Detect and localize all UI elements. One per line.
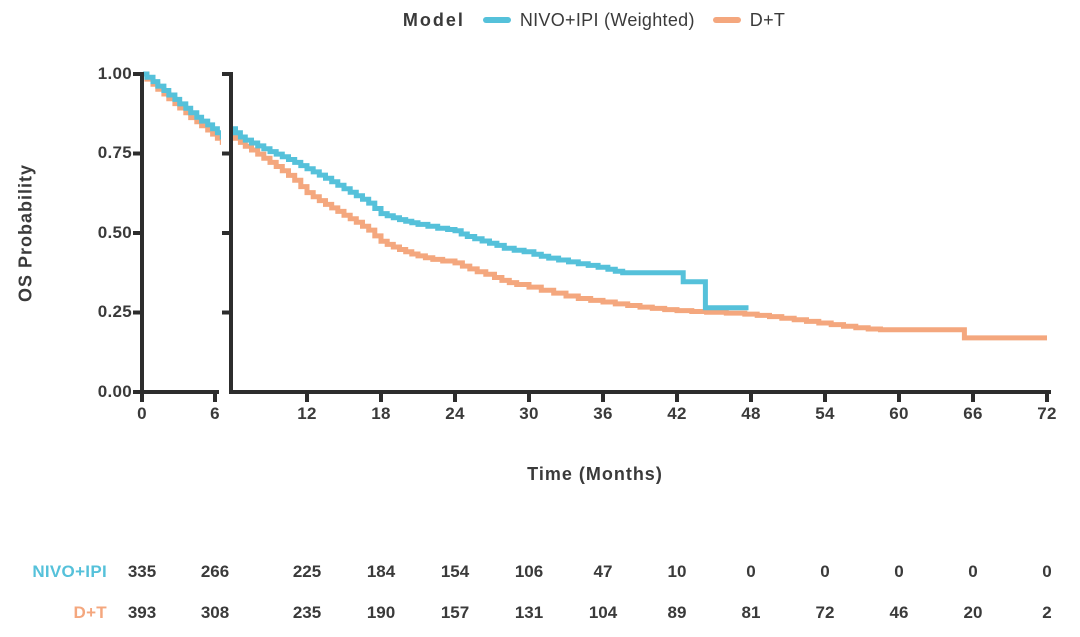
x-tick-label: 6 — [210, 404, 220, 423]
risk-value: 0 — [968, 562, 978, 581]
x-tick-label: 36 — [593, 404, 613, 423]
km-plot — [133, 71, 1051, 402]
legend-swatch-nivo — [482, 17, 511, 23]
risk-value: 0 — [894, 562, 904, 581]
km-curve-nivo-right — [233, 122, 749, 311]
risk-value: 184 — [366, 562, 396, 581]
x-tick-label: 0 — [137, 404, 147, 423]
risk-value: 154 — [440, 562, 470, 581]
risk-row-label-dt: D+T — [73, 603, 107, 622]
risk-row-label-nivo: NIVO+IPI — [32, 562, 107, 581]
axes — [133, 72, 1051, 402]
legend-swatch-dt — [712, 17, 741, 23]
risk-value: 335 — [127, 562, 157, 581]
km-curve-nivo-left — [143, 71, 221, 140]
risk-value: 266 — [200, 562, 230, 581]
risk-value: 308 — [200, 603, 230, 622]
x-tick-label: 66 — [963, 404, 983, 423]
risk-value: 0 — [746, 562, 756, 581]
x-tick-label: 54 — [815, 404, 835, 423]
risk-value: 225 — [292, 562, 322, 581]
legend-title: Model — [402, 9, 465, 30]
x-tick-label: 12 — [297, 404, 317, 423]
x-tick-label: 30 — [519, 404, 539, 423]
y-tick-label: 0.00 — [97, 382, 132, 401]
risk-value: 89 — [667, 603, 687, 622]
x-tick-label: 48 — [741, 404, 761, 423]
x-tick-label: 72 — [1037, 404, 1057, 423]
legend-label-nivo: NIVO+IPI (Weighted) — [519, 9, 695, 30]
y-tick-label: 1.00 — [97, 64, 132, 83]
risk-value: 190 — [366, 603, 396, 622]
risk-value: 104 — [588, 603, 618, 622]
risk-value: 72 — [815, 603, 835, 622]
x-tick-label: 18 — [371, 404, 391, 423]
risk-value: 106 — [514, 562, 544, 581]
x-tick-label: 24 — [445, 404, 465, 423]
x-tick-label: 42 — [667, 404, 687, 423]
legend-label-dt: D+T — [749, 9, 786, 30]
risk-value: 10 — [667, 562, 687, 581]
risk-value: 235 — [292, 603, 322, 622]
risk-value: 0 — [820, 562, 830, 581]
x-axis-title: Time (Months) — [527, 464, 663, 484]
risk-value: 157 — [440, 603, 470, 622]
x-tick-label: 60 — [889, 404, 909, 423]
risk-value: 0 — [1042, 562, 1052, 581]
y-tick-label: 0.50 — [97, 223, 132, 242]
y-axis-title: OS Probability — [15, 163, 36, 303]
km-curve-dt-right — [233, 127, 1047, 341]
risk-value: 46 — [889, 603, 909, 622]
legend: Model NIVO+IPI (Weighted) D+T — [154, 6, 1034, 34]
risk-value: 81 — [741, 603, 761, 622]
risk-value: 2 — [1042, 603, 1052, 622]
risk-value: 47 — [593, 562, 613, 581]
y-tick-label: 0.75 — [97, 143, 132, 162]
risk-value: 20 — [963, 603, 983, 622]
risk-value: 131 — [514, 603, 544, 622]
risk-value: 393 — [127, 603, 157, 622]
y-tick-label: 0.25 — [97, 302, 132, 321]
